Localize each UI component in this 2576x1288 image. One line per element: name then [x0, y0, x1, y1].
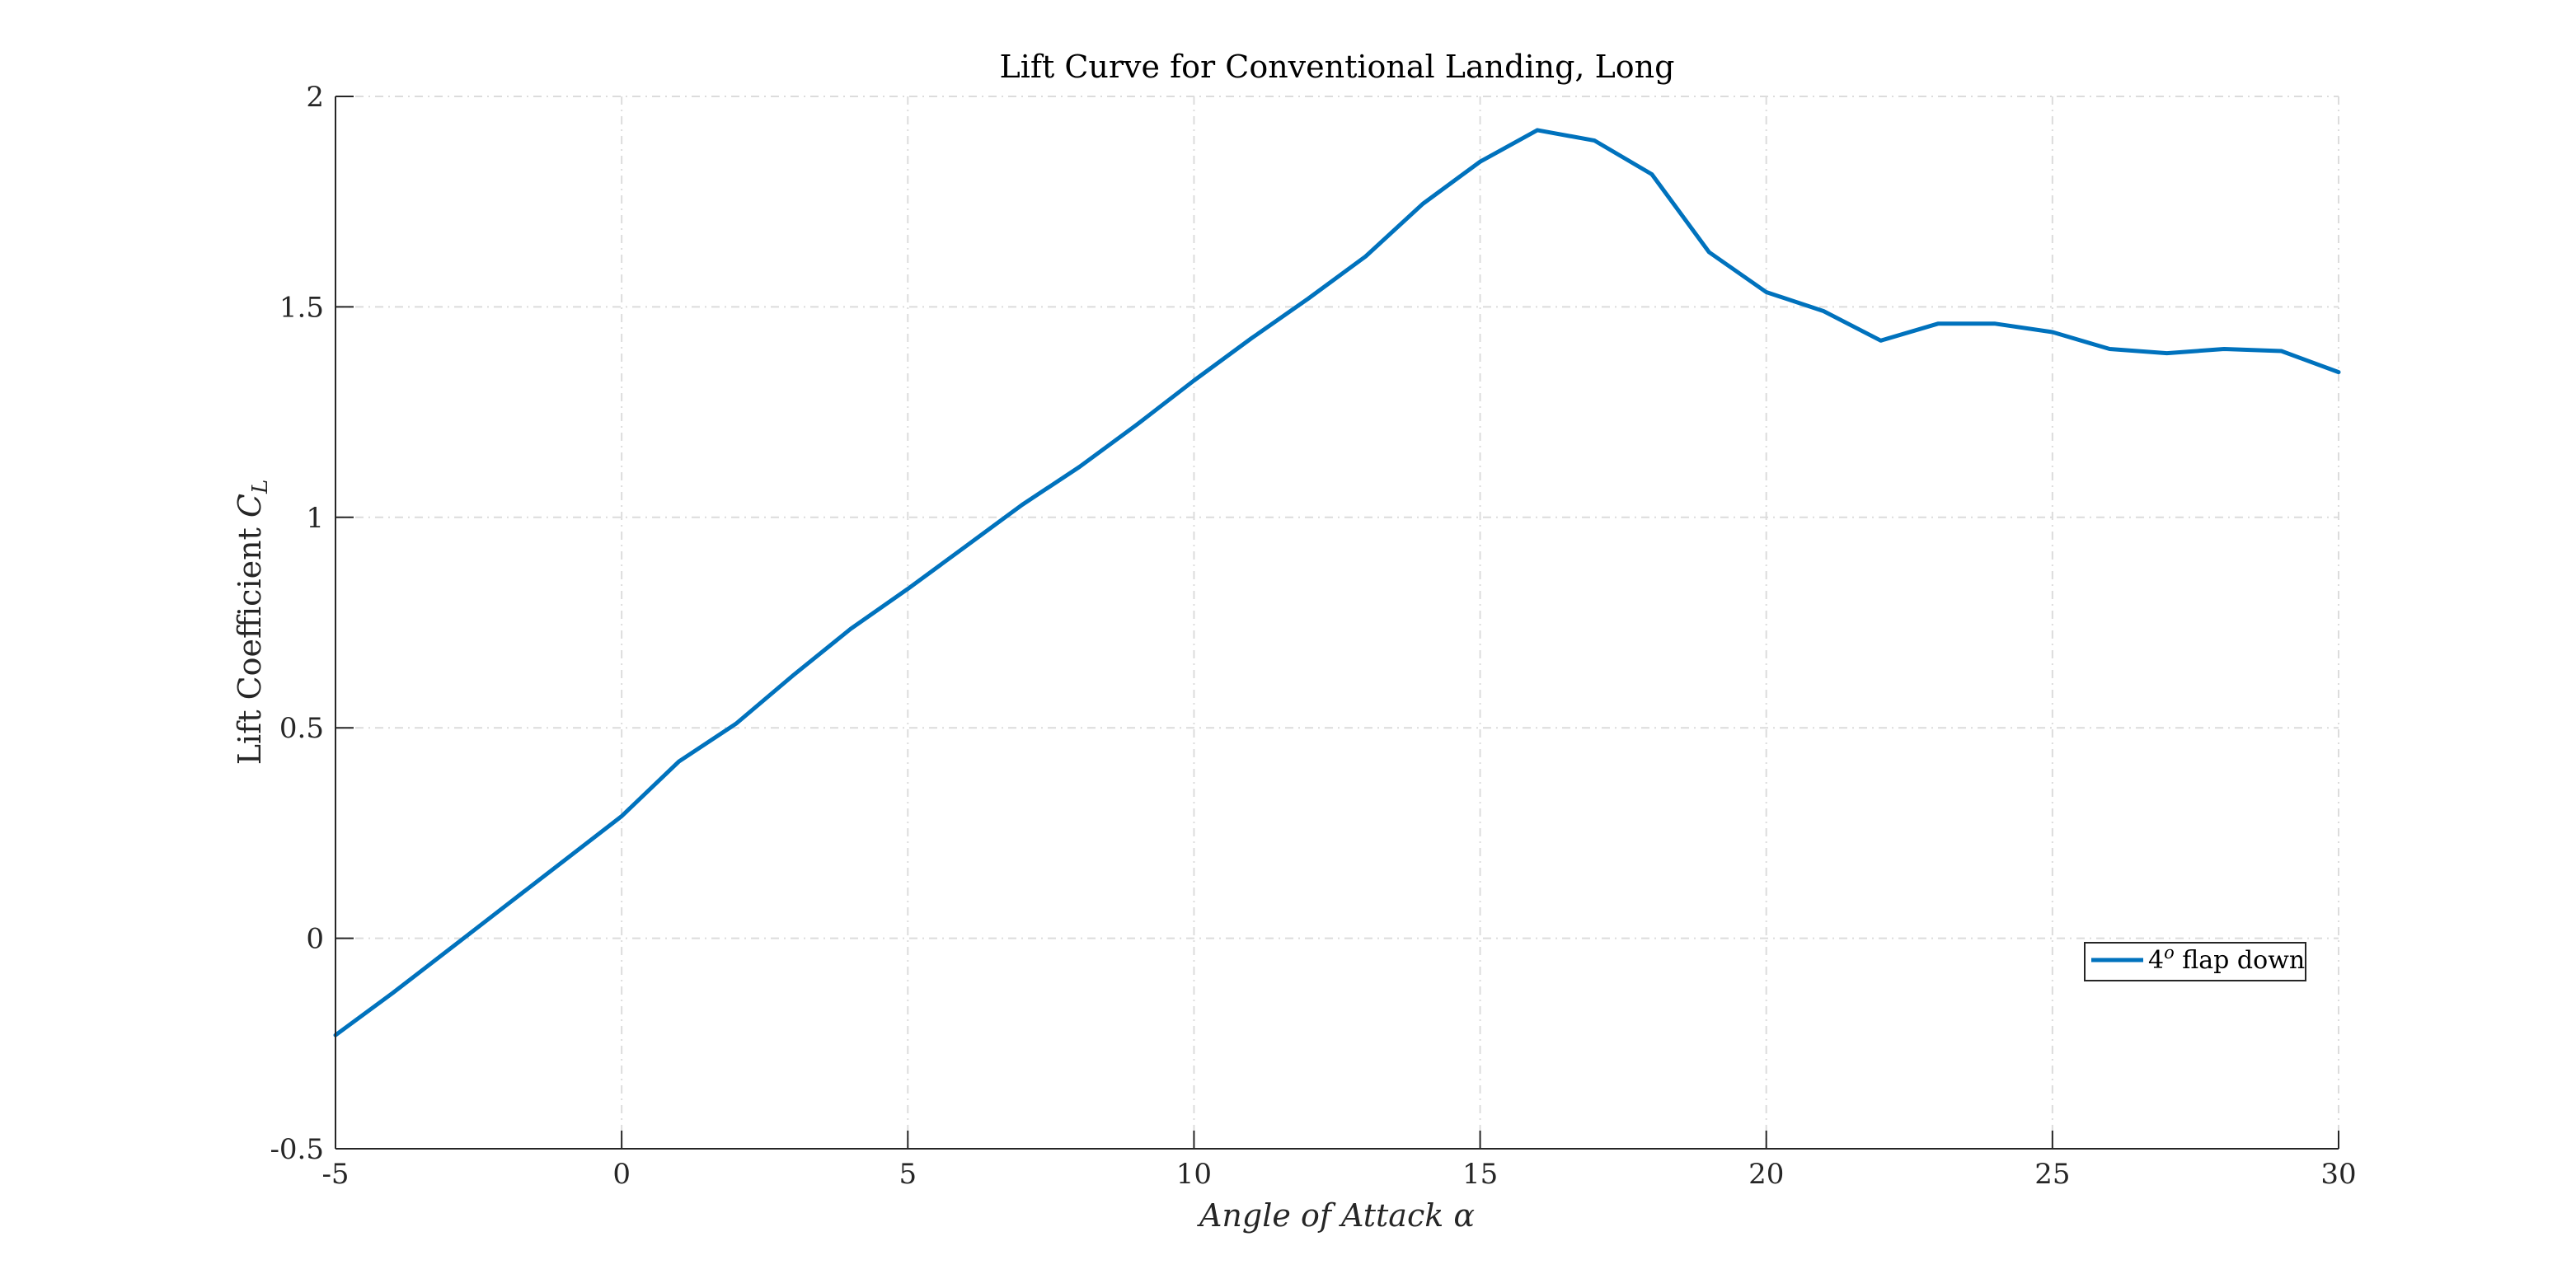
y-tick-label: 1.5 [279, 291, 324, 324]
y-axis-label-symbol: C [232, 494, 268, 518]
axes [335, 96, 2339, 1150]
x-tick-label: 5 [899, 1158, 917, 1191]
y-axis-label-subscript: L [248, 480, 273, 494]
x-tick-label: 10 [1176, 1158, 1212, 1191]
x-tick-label: 20 [1748, 1158, 1784, 1191]
x-tick-label: -5 [321, 1158, 349, 1191]
y-tick-label: 1 [306, 502, 324, 535]
legend-label-rest: flap down [2175, 946, 2305, 975]
chart-title: Lift Curve for Conventional Landing, Lon… [1000, 49, 1675, 85]
y-tick-label: 0.5 [279, 712, 324, 745]
x-axis-label: Angle of Attack α [1197, 1197, 1475, 1234]
plot-area [335, 96, 2339, 1149]
y-axis-label-text: Lift Coefficient [232, 518, 268, 765]
legend-label-superscript: o [2164, 943, 2175, 962]
legend-label: 4o flap down [2148, 943, 2305, 975]
series-line-0 [333, 128, 2341, 1037]
grid-lines [335, 96, 2339, 1149]
x-tick-label: 30 [2320, 1158, 2356, 1191]
y-tick-label: 0 [306, 923, 324, 956]
x-tick-label: 25 [2034, 1158, 2070, 1191]
y-tick-labels: -0.5 0 0.5 1 1.5 2 [270, 81, 324, 1166]
y-axis-label: Lift Coefficient CL [232, 480, 273, 765]
y-tick-label: -0.5 [270, 1133, 324, 1166]
x-tick-label: 0 [612, 1158, 631, 1191]
x-tick-labels: -5 0 5 10 15 20 25 30 [321, 1158, 2356, 1191]
series-layer [333, 128, 2341, 1037]
y-tick-label: 2 [306, 81, 324, 114]
legend: 4o flap down [2084, 942, 2306, 981]
legend-label-number: 4 [2148, 946, 2164, 975]
x-tick-label: 15 [1462, 1158, 1498, 1191]
